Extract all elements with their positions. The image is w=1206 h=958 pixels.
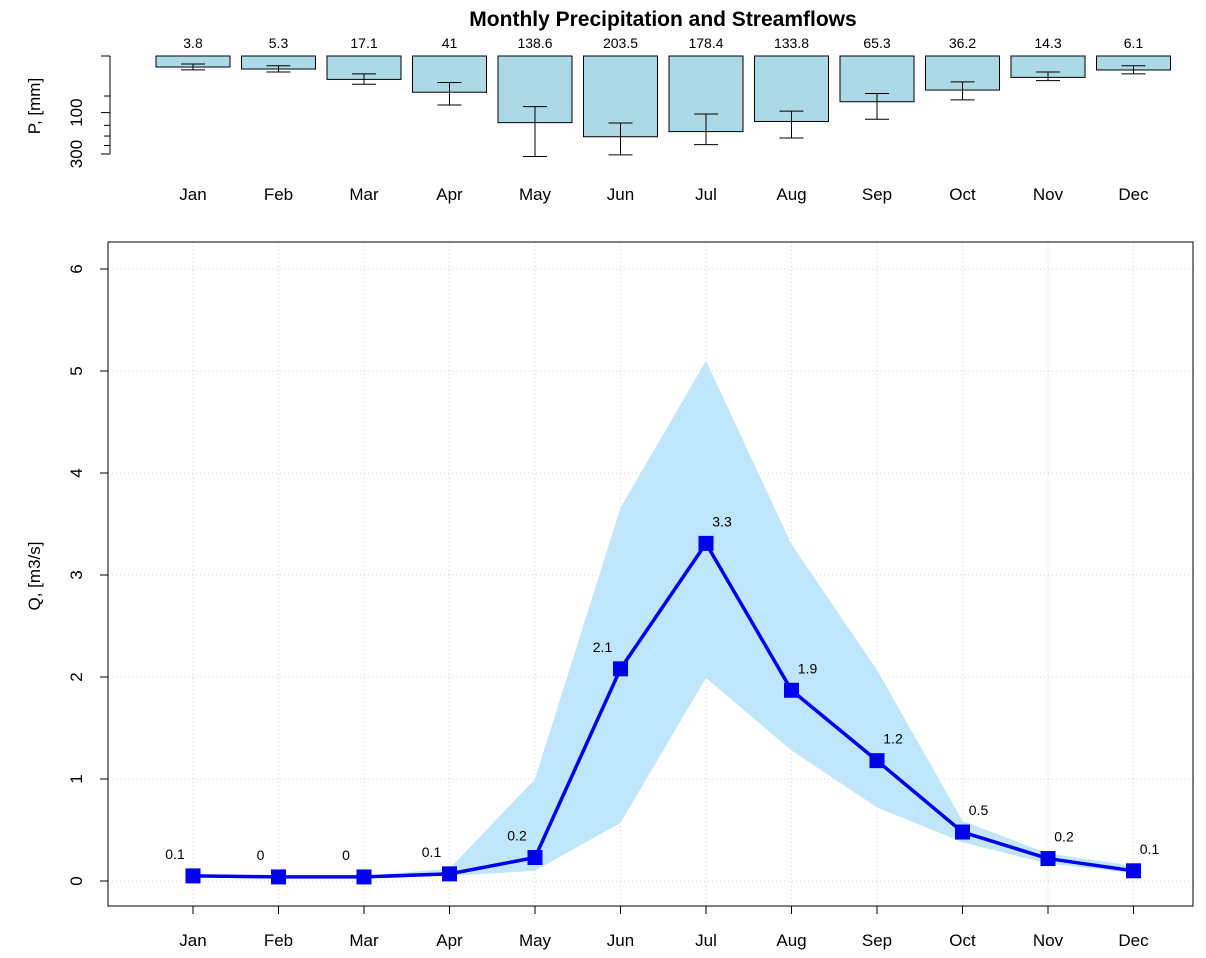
chart-title: Monthly Precipitation and Streamflows bbox=[469, 8, 856, 31]
flow-point bbox=[784, 682, 799, 698]
flow-x-tick-label: Oct bbox=[949, 931, 976, 950]
flow-y-axis-label: Q, [m3/s] bbox=[25, 542, 44, 611]
precip-value-label: 6.1 bbox=[1124, 35, 1144, 51]
precip-value-label: 5.3 bbox=[269, 35, 289, 51]
flow-plot-frame bbox=[107, 241, 1194, 907]
precip-y-tick-label: 100 bbox=[67, 98, 86, 126]
flow-value-label: 0 bbox=[342, 847, 350, 863]
precip-x-tick-label: Aug bbox=[776, 185, 806, 204]
flow-x-tick-label: Apr bbox=[436, 931, 463, 950]
precip-x-tick-label: Feb bbox=[264, 185, 293, 204]
flow-value-label: 0 bbox=[257, 847, 265, 863]
flow-x-tick-label: Nov bbox=[1033, 931, 1064, 950]
flow-x-tick-label: Aug bbox=[776, 931, 806, 950]
flow-value-label: 2.1 bbox=[593, 639, 613, 655]
precip-value-label: 3.8 bbox=[183, 35, 203, 51]
flow-point bbox=[527, 850, 543, 866]
precip-y-axis-label: P, [mm] bbox=[25, 78, 44, 134]
flow-value-label: 0.1 bbox=[1140, 841, 1160, 857]
precip-x-tick-label: Jul bbox=[695, 185, 717, 204]
flow-x-tick-label: Mar bbox=[349, 931, 379, 950]
precip-x-tick-label: Oct bbox=[949, 185, 976, 204]
flow-series-line bbox=[192, 541, 1134, 879]
flow-y-tick-label: 6 bbox=[67, 264, 86, 273]
flow-point bbox=[271, 869, 286, 885]
flow-point bbox=[356, 869, 372, 885]
flow-value-label: 0.2 bbox=[507, 828, 527, 844]
flow-value-label: 1.2 bbox=[883, 731, 903, 747]
precip-x-tick-label: Jan bbox=[179, 185, 206, 204]
flow-value-label: 0.1 bbox=[422, 844, 442, 860]
flow-point bbox=[442, 866, 457, 882]
flow-point bbox=[955, 824, 970, 840]
precip-x-tick-label: Jun bbox=[607, 185, 634, 204]
precip-x-tick-label: May bbox=[519, 185, 552, 204]
precip-y-tick-label: 300 bbox=[67, 140, 86, 168]
flow-y-tick-label: 5 bbox=[67, 366, 86, 375]
flow-x-tick-label: Feb bbox=[264, 931, 293, 950]
flow-panel: 0 1 2 3 4 5 6 Jan Feb Mar Apr May Jun Jul Aug Sep Oct Nov… bbox=[67, 241, 1194, 950]
precip-bar bbox=[754, 55, 829, 122]
flow-point bbox=[185, 868, 201, 884]
flow-y-tick-label: 1 bbox=[67, 774, 86, 783]
flow-point bbox=[1040, 851, 1056, 867]
precip-value-label: 14.3 bbox=[1034, 35, 1061, 51]
precip-value-label: 17.1 bbox=[350, 35, 377, 51]
precip-value-label: 65.3 bbox=[863, 35, 890, 51]
precip-value-label: 203.5 bbox=[603, 35, 638, 51]
precip-x-tick-label: Dec bbox=[1118, 185, 1149, 204]
precip-x-tick-label: Apr bbox=[436, 185, 463, 204]
flow-x-tick-label: Sep bbox=[862, 931, 892, 950]
flow-x-tick-label: May bbox=[519, 931, 552, 950]
flow-y-tick-label: 4 bbox=[67, 468, 86, 477]
precip-value-label: 133.8 bbox=[774, 35, 809, 51]
precip-x-tick-label: Mar bbox=[349, 185, 379, 204]
flow-y-tick-label: 2 bbox=[67, 672, 86, 681]
precip-panel: 100 300 3.8 Jan 5.3 Feb 17.1 Mar 41 Apr 138.6 May 20… bbox=[67, 35, 1171, 204]
precip-x-tick-label: Sep bbox=[862, 185, 892, 204]
precip-value-label: 36.2 bbox=[949, 35, 976, 51]
flow-y-tick-label: 0 bbox=[67, 876, 86, 885]
flow-value-label: 3.3 bbox=[712, 513, 732, 529]
flow-x-tick-label: Jul bbox=[695, 931, 717, 950]
flow-value-label: 0.2 bbox=[1054, 829, 1074, 845]
precip-bar bbox=[925, 55, 1000, 91]
precip-value-label: 41 bbox=[442, 35, 458, 51]
flow-range-band bbox=[193, 360, 1134, 877]
precip-x-tick-label: Nov bbox=[1033, 185, 1064, 204]
precip-value-label: 138.6 bbox=[517, 35, 552, 51]
flow-x-tick-label: Jun bbox=[607, 931, 634, 950]
flow-x-tick-label: Jan bbox=[179, 931, 206, 950]
flow-point bbox=[869, 753, 885, 769]
flow-value-label: 0.1 bbox=[165, 846, 185, 862]
flow-point bbox=[613, 661, 628, 677]
flow-point bbox=[698, 535, 714, 551]
flow-value-label: 1.9 bbox=[798, 660, 818, 676]
flow-point bbox=[1126, 863, 1141, 879]
flow-value-label: 0.5 bbox=[969, 802, 989, 818]
precip-value-label: 178.4 bbox=[688, 35, 723, 51]
flow-y-tick-label: 3 bbox=[67, 570, 86, 579]
flow-x-tick-label: Dec bbox=[1118, 931, 1149, 950]
